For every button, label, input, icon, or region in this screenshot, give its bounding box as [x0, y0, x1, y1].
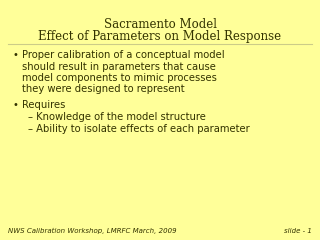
Text: Requires: Requires [22, 100, 65, 110]
Text: •: • [12, 50, 18, 60]
Text: model components to mimic processes: model components to mimic processes [22, 73, 217, 83]
Text: – Ability to isolate effects of each parameter: – Ability to isolate effects of each par… [28, 124, 250, 134]
Text: – Knowledge of the model structure: – Knowledge of the model structure [28, 113, 206, 122]
Text: Effect of Parameters on Model Response: Effect of Parameters on Model Response [38, 30, 282, 43]
Text: they were designed to represent: they were designed to represent [22, 84, 185, 95]
Text: Proper calibration of a conceptual model: Proper calibration of a conceptual model [22, 50, 225, 60]
Text: •: • [12, 100, 18, 110]
Text: should result in parameters that cause: should result in parameters that cause [22, 61, 216, 72]
Text: Sacramento Model: Sacramento Model [103, 18, 217, 31]
Text: NWS Calibration Workshop, LMRFC March, 2009: NWS Calibration Workshop, LMRFC March, 2… [8, 228, 177, 234]
Text: slide - 1: slide - 1 [284, 228, 312, 234]
